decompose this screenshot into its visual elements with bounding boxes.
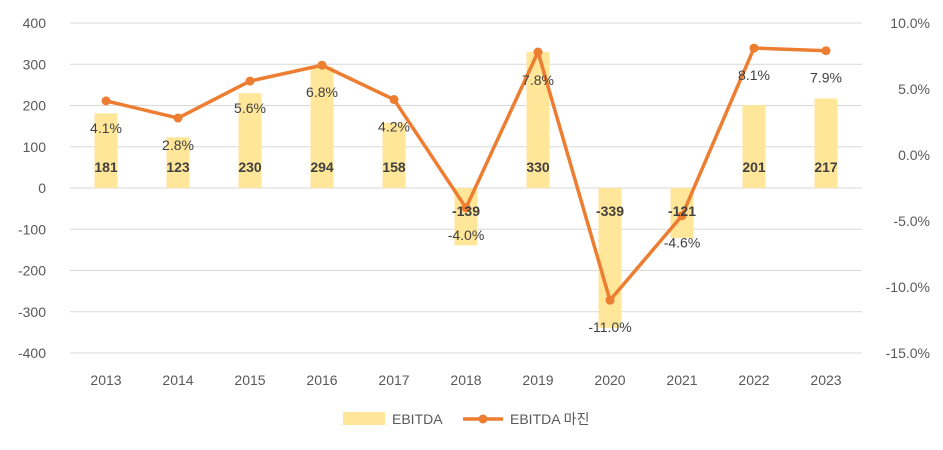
y-right-tick-label: 10.0% <box>890 15 930 31</box>
bar-ebitda <box>526 51 550 188</box>
legend-swatch-marker <box>478 414 488 424</box>
margin-value-label: 5.6% <box>234 100 266 116</box>
legend-label-ebitda: EBITDA <box>392 411 443 427</box>
y-right-tick-label: -5.0% <box>893 213 930 229</box>
margin-value-label: 7.8% <box>522 72 554 88</box>
bar-value-label: 330 <box>526 159 550 175</box>
y-left-tick-label: 0 <box>38 180 46 196</box>
bar-value-label: -339 <box>596 203 624 219</box>
bar-value-label: -121 <box>668 203 696 219</box>
bar-value-label: 181 <box>94 159 118 175</box>
point-ebitda-margin <box>101 96 111 106</box>
y-left-tick-label: 400 <box>23 15 47 31</box>
margin-value-label: -4.0% <box>448 227 485 243</box>
point-ebitda-margin <box>173 113 183 123</box>
margin-value-label: 4.1% <box>90 120 122 136</box>
line-ebitda-margin <box>104 46 828 302</box>
bar-value-label: 217 <box>814 159 838 175</box>
y-left-tick-label: 100 <box>23 139 47 155</box>
margin-value-label: 4.2% <box>378 119 410 135</box>
y-left-tick-label: -100 <box>18 221 46 237</box>
x-tick-label: 2018 <box>450 372 481 388</box>
point-ebitda-margin <box>317 60 327 70</box>
bar-value-label: 123 <box>166 159 190 175</box>
bar-ebitda <box>94 113 118 188</box>
x-tick-label: 2022 <box>738 372 769 388</box>
bar-ebitda <box>166 137 190 188</box>
margin-value-label: -11.0% <box>588 319 631 335</box>
bar-ebitda <box>310 66 334 188</box>
y-right-tick-label: 5.0% <box>898 81 930 97</box>
y-left-tick-label: -200 <box>18 263 46 279</box>
x-tick-label: 2020 <box>594 372 625 388</box>
y-right-tick-label: 0.0% <box>898 147 930 163</box>
legend-swatch-bar <box>343 412 385 425</box>
bar-ebitda <box>814 98 838 188</box>
point-ebitda-margin <box>749 43 759 53</box>
margin-value-label: 8.1% <box>738 67 770 83</box>
bar-value-label: 201 <box>742 159 766 175</box>
bar-ebitda <box>454 188 478 246</box>
x-tick-label: 2023 <box>810 372 841 388</box>
x-tick-label: 2013 <box>90 372 121 388</box>
point-ebitda-margin <box>533 47 543 57</box>
legend-label-ebitda-margin: EBITDA 마진 <box>510 411 589 427</box>
bar-value-label: 230 <box>238 159 262 175</box>
x-tick-label: 2014 <box>162 372 193 388</box>
y-right-tick-label: -15.0% <box>886 345 930 361</box>
point-ebitda-margin <box>605 295 615 305</box>
point-ebitda-margin <box>677 211 687 221</box>
bar-value-label: 294 <box>310 159 334 175</box>
margin-value-label: -4.6% <box>664 235 701 251</box>
bar-value-label: -139 <box>452 203 480 219</box>
y-left-tick-label: -300 <box>18 304 46 320</box>
point-ebitda-margin <box>389 95 399 105</box>
x-tick-label: 2015 <box>234 372 265 388</box>
y-left-tick-label: 300 <box>23 56 47 72</box>
bar-ebitda <box>382 122 406 188</box>
margin-value-label: 6.8% <box>306 84 338 100</box>
bar-ebitda <box>238 93 262 188</box>
x-tick-label: 2019 <box>522 372 553 388</box>
margin-value-label: 7.9% <box>810 70 842 86</box>
point-ebitda-margin <box>461 203 471 213</box>
x-tick-label: 2016 <box>306 372 337 388</box>
point-ebitda-margin <box>245 76 255 86</box>
margin-value-label: 2.8% <box>162 137 194 153</box>
bar-ebitda <box>742 105 766 188</box>
x-tick-label: 2017 <box>378 372 409 388</box>
y-left-tick-label: -400 <box>18 345 46 361</box>
x-tick-label: 2021 <box>666 372 697 388</box>
y-right-tick-label: -10.0% <box>886 279 930 295</box>
point-ebitda-margin <box>821 46 831 56</box>
bar-value-label: 158 <box>382 159 406 175</box>
y-left-tick-label: 200 <box>23 98 47 114</box>
